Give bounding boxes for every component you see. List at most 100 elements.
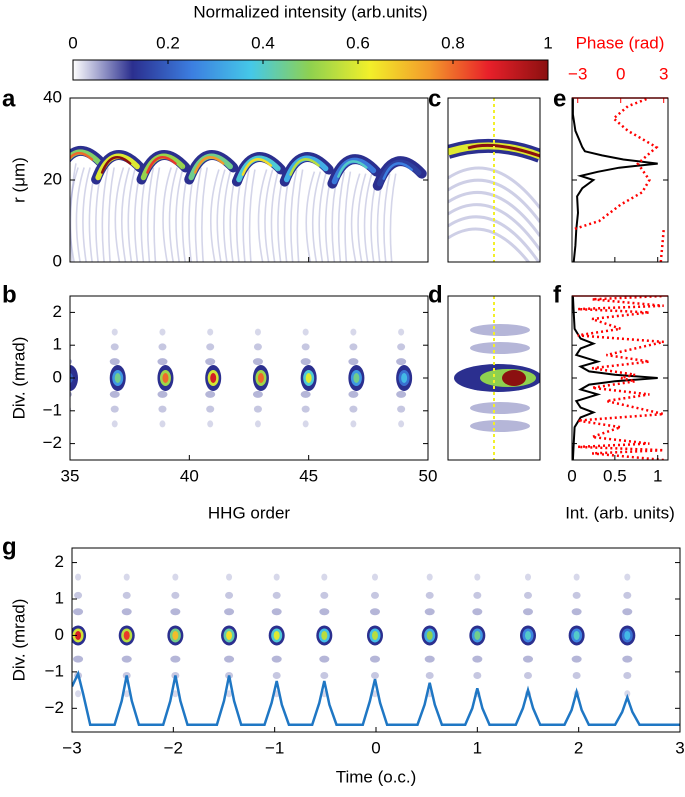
y-tick-label: 40: [43, 87, 62, 106]
side-lobe: [470, 420, 530, 432]
y-tick-label: 1: [53, 335, 62, 354]
y-tick-label: 0: [53, 251, 62, 270]
spot-core: [172, 630, 179, 640]
side-lobe: [271, 608, 282, 616]
colorbar-tick-label: 0.6: [346, 33, 370, 52]
fringe: [257, 169, 268, 262]
side-lobe: [301, 405, 310, 413]
fringe: [337, 171, 346, 262]
intensity-line: [572, 98, 658, 262]
x-tick-label: 1: [653, 466, 662, 485]
phase-tick-label: −3: [568, 64, 587, 83]
side-lobe: [109, 358, 120, 366]
x-tick-label: 0.5: [603, 466, 627, 485]
crescent-core: [241, 158, 273, 176]
panel-label: b: [2, 281, 17, 308]
side-lobe: [64, 420, 70, 427]
side-lobe: [470, 402, 530, 414]
fringe: [175, 167, 184, 262]
side-lobe: [472, 655, 483, 663]
y-tick-label: −2: [45, 698, 64, 717]
side-lobe: [109, 390, 120, 398]
spot-core: [210, 373, 217, 383]
side-lobe: [158, 405, 167, 413]
side-lobe: [122, 591, 131, 599]
side-lobe: [369, 655, 380, 663]
side-lobe: [370, 591, 379, 599]
side-lobe: [157, 390, 168, 398]
phase-tick-label: 3: [659, 64, 668, 83]
side-lobe: [320, 591, 329, 599]
fringe: [162, 167, 172, 262]
fringe: [363, 173, 373, 262]
fringe: [209, 169, 220, 262]
side-lobe: [123, 573, 130, 581]
panel-frame: [571, 295, 669, 461]
x-tick-label: 35: [61, 466, 80, 485]
y-tick-label: −1: [45, 661, 64, 680]
side-lobe: [172, 690, 179, 698]
side-lobe: [398, 420, 405, 428]
y-tick-label: −2: [43, 433, 62, 452]
x-tick-label: 40: [180, 466, 199, 485]
x-tick-label: −2: [164, 738, 183, 757]
crescent-core: [337, 160, 368, 178]
side-lobe: [425, 672, 434, 680]
y-tick-label: 0: [55, 625, 64, 644]
side-lobe: [207, 420, 214, 428]
fringe: [290, 169, 298, 262]
colorbar-tick-label: 0.4: [251, 33, 275, 52]
side-lobe: [121, 655, 132, 663]
side-lobe: [205, 358, 216, 366]
side-lobe: [523, 608, 533, 616]
side-lobe: [111, 420, 118, 428]
x-tick-label: 3: [675, 738, 684, 757]
x-axis-label: Int. (arb. units): [565, 503, 675, 522]
side-lobe: [272, 672, 281, 680]
plot-area: [64, 328, 413, 428]
side-lobe: [622, 608, 633, 616]
crescent-core: [289, 158, 320, 176]
y-tick-label: 2: [55, 552, 64, 571]
side-lobe: [426, 573, 433, 581]
side-lobe: [370, 672, 379, 680]
panel-label: f: [553, 281, 562, 308]
y-tick-label: −1: [43, 400, 62, 419]
side-lobe: [571, 655, 582, 663]
side-lobe: [64, 329, 70, 336]
spot-core: [226, 630, 233, 640]
panel-frame: [71, 547, 681, 733]
fringe: [383, 173, 391, 262]
side-lobe: [397, 405, 406, 413]
phase-axis-label: Phase (rad): [576, 33, 665, 52]
x-tick-label: 0: [371, 738, 380, 757]
y-axis-label: Div. (mrad): [9, 337, 28, 420]
side-lobe: [302, 420, 309, 428]
x-axis-label: Time (o.c.): [336, 767, 417, 786]
spot-core: [257, 373, 264, 383]
side-lobe: [254, 328, 261, 336]
fringe: [350, 173, 361, 262]
fringe: [357, 173, 367, 262]
fringe: [75, 167, 85, 262]
side-lobe: [272, 591, 281, 599]
fringe: [146, 167, 155, 262]
spot-core: [123, 630, 130, 640]
panel-label: c: [428, 85, 441, 112]
fringe: [270, 169, 280, 262]
side-lobe: [158, 343, 167, 351]
panel-label: a: [2, 85, 16, 112]
fringe: [389, 173, 397, 262]
side-lobe: [171, 591, 180, 599]
spot-core: [371, 630, 378, 640]
fringe: [108, 167, 115, 262]
y-tick-label: 20: [43, 169, 62, 188]
side-lobe: [524, 672, 532, 680]
spot-core: [624, 630, 631, 640]
side-lobe: [226, 573, 233, 581]
side-lobe: [622, 655, 633, 663]
fringe: [153, 167, 161, 262]
side-lobe: [123, 690, 130, 698]
fringe: [120, 167, 131, 262]
x-tick-label: 0: [567, 466, 576, 485]
